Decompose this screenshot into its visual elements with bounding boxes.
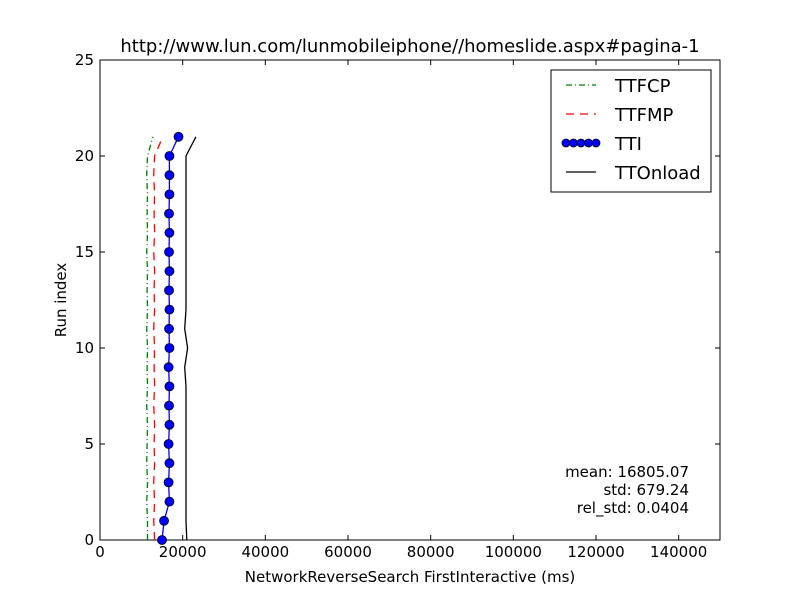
data-point-tti	[164, 151, 175, 161]
legend-label-ttfmp: TTFMP	[614, 105, 674, 126]
data-point-tti	[164, 419, 175, 430]
series-line-ttfcp	[146, 136, 154, 540]
data-point-tti	[164, 208, 174, 219]
data-point-tti	[164, 400, 174, 411]
y-tick-label: 25	[75, 51, 94, 69]
y-tick-label: 0	[84, 531, 94, 549]
data-point-tti	[164, 266, 175, 277]
data-point-tti	[164, 170, 175, 181]
data-point-tti	[157, 535, 167, 545]
data-point-tti	[159, 515, 169, 526]
data-point-tti	[164, 458, 175, 469]
x-tick-label: 100000	[485, 543, 542, 561]
y-axis-title: Run index	[52, 263, 70, 338]
data-point-tti	[164, 247, 174, 257]
legend-label-ttonload: TTOnload	[614, 163, 701, 184]
data-point-tti	[164, 496, 175, 507]
legend-marker	[591, 138, 601, 148]
chart-title: http://www.lun.com/lunmobileiphone//home…	[120, 36, 699, 57]
data-point-tti	[173, 131, 184, 142]
data-point-tti	[164, 323, 174, 334]
x-tick-label: 80000	[407, 543, 455, 561]
x-tick-label: 60000	[324, 543, 372, 561]
data-point-tti	[164, 304, 175, 315]
stats-line: mean: 16805.07	[565, 463, 689, 481]
legend-marker	[561, 138, 571, 148]
data-point-tti	[163, 439, 174, 449]
x-tick-label: 20000	[159, 543, 207, 561]
y-tick-label: 5	[84, 435, 94, 453]
x-tick-label: 140000	[650, 543, 707, 561]
series-line-ttfmp	[153, 136, 164, 541]
y-tick-label: 10	[75, 339, 94, 357]
y-tick-label: 20	[75, 147, 94, 165]
series-line-tti	[161, 136, 180, 541]
axis-ticks: 0 20000 40000 60000 80000 100000 120000 140000 0…	[75, 51, 720, 561]
legend-label-tti: TTI	[614, 134, 642, 155]
data-point-tti	[164, 381, 175, 392]
legend-marker	[584, 138, 593, 148]
x-axis-title: NetworkReverseSearch FirstInteractive (m…	[245, 568, 576, 586]
data-point-tti	[163, 362, 174, 373]
y-tick-label: 15	[75, 243, 94, 261]
legend-marker	[576, 138, 586, 148]
x-tick-label: 40000	[241, 543, 289, 561]
x-tick-label: 120000	[567, 543, 624, 561]
x-tick-label: 0	[95, 543, 105, 561]
stats-line: rel_std: 0.0404	[577, 499, 689, 518]
series-line-ttonload	[184, 136, 197, 541]
legend-label-ttfcp: TTFCP	[614, 76, 671, 97]
data-point-tti	[164, 285, 174, 296]
data-point-tti	[163, 477, 174, 488]
data-point-tti	[164, 343, 175, 353]
data-point-tti	[164, 189, 175, 200]
series-layer	[146, 131, 197, 545]
legend-marker	[569, 138, 578, 148]
stats-line: std: 679.24	[603, 481, 689, 499]
legend: TTFCP TTFMP TTI TTOnload	[550, 69, 712, 193]
data-point-tti	[164, 227, 175, 238]
